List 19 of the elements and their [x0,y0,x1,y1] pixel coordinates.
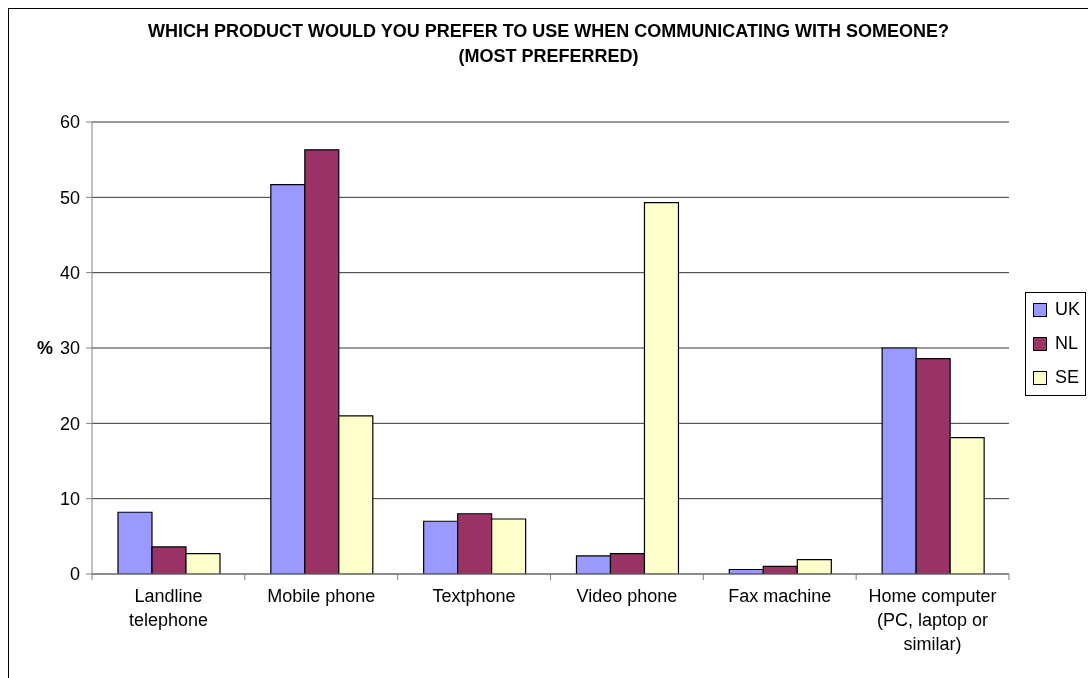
y-tick-label: 40 [59,263,80,284]
y-tick-label: 10 [59,489,80,510]
y-axis-title: % [37,338,54,359]
legend-label: SE [1054,367,1079,388]
x-tick-label: Fax machine [728,586,832,607]
x-tick-label: Video phone [576,586,678,607]
y-tick-label: 0 [69,564,80,585]
chart-title: WHICH PRODUCT WOULD YOU PREFER TO USE WHEN COMMUNICATING WITH SOMEONE? [147,20,950,43]
legend-label: NL [1054,333,1078,354]
chart-subtitle: (MOST PREFERRED) [457,45,640,68]
legend-label: UK [1054,299,1080,320]
x-tick-label: Mobile phone [267,586,376,607]
x-tick-label: Home computer (PC, laptop or similar) [868,586,997,655]
y-tick-label: 30 [59,338,80,359]
y-tick-label: 20 [59,413,80,434]
x-tick-label: Textphone [432,586,516,607]
x-tick-label: Landline telephone [128,586,208,631]
y-tick-label: 50 [59,187,80,208]
y-tick-label: 60 [59,112,80,133]
